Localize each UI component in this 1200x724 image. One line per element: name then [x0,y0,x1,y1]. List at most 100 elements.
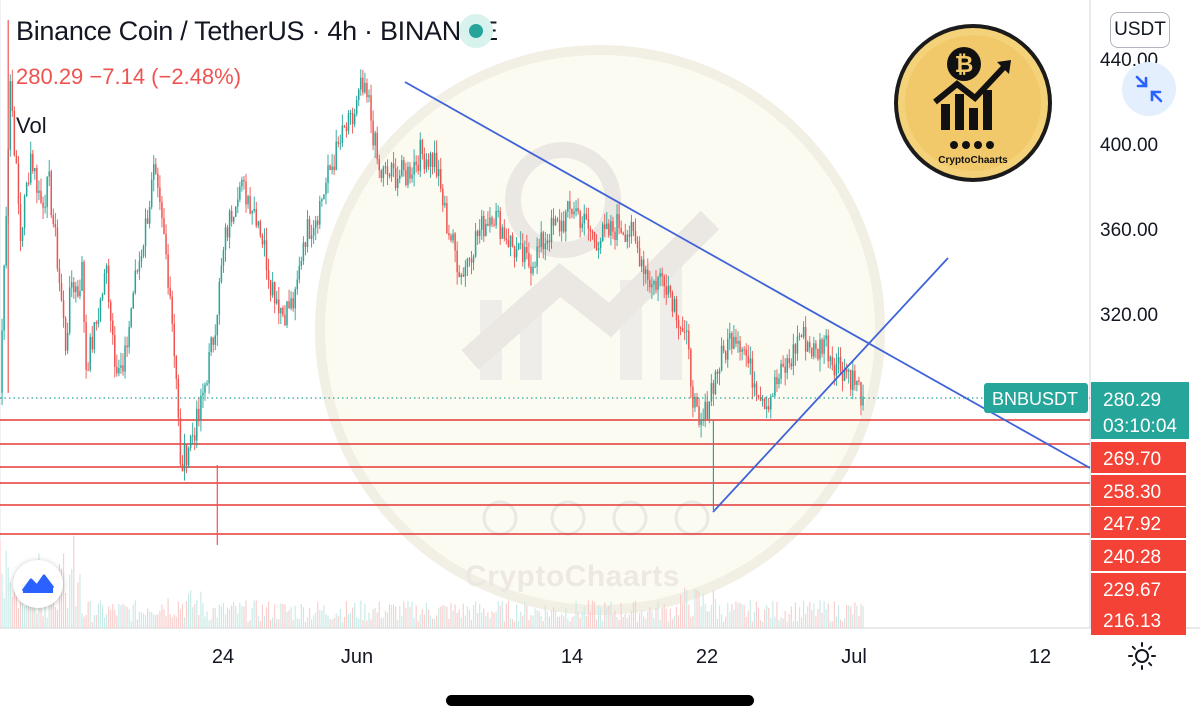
candle-body [530,266,532,274]
candle-body [462,274,465,277]
collapse-button[interactable] [1122,62,1176,116]
candle-body [577,208,579,212]
status-dot-icon [459,14,493,48]
candle-body [806,342,809,352]
candle-body [548,240,551,243]
bitcoin-chart-logo-icon: ₿ CryptoChaarts [894,24,1052,182]
candle-body [450,235,452,241]
currency-button[interactable]: USDT [1110,12,1170,48]
candle-body [317,220,319,225]
candle-body [239,186,241,200]
candle-body [675,298,678,321]
candle-body [288,301,290,309]
candle-body [259,221,262,236]
time-tick-label: Jul [841,646,867,668]
volume-bar [157,614,159,628]
volume-bar [280,603,282,628]
level-price-label: 216.13 [1103,611,1161,632]
volume-bar [837,605,840,628]
volume-bar [620,602,622,628]
volume-bar [425,603,427,628]
candle-body [606,223,608,229]
volume-bar [821,612,823,628]
time-axis[interactable]: 24 Jun 14 22 Jul 12 [212,646,1051,668]
volume-bars [0,535,864,628]
volume-bar [259,620,261,628]
candle-body [380,170,383,178]
candle-body [720,345,723,371]
volume-bar [790,606,792,628]
volume-bar [456,612,458,628]
volume-bar [677,615,680,628]
volume-bar [167,598,169,628]
price-axis[interactable]: 400.00360.00320.00440.00269.70258.30247.… [984,50,1189,635]
volume-bar [796,620,799,628]
volume-bar [438,607,440,628]
settings-sun-icon[interactable] [1128,642,1156,670]
candle-body [308,219,311,239]
volume-bar [229,609,231,628]
volume-bar [179,609,181,628]
candle-body [40,190,42,203]
symbol-name[interactable]: Binance Coin / TetherUS [16,16,305,46]
volume-bar [497,601,499,628]
candle-body [532,266,534,274]
volume-bar [374,607,376,628]
tradingview-logo[interactable] [13,560,63,608]
candle-body [355,99,358,114]
volume-bar [140,612,143,628]
candle-body [612,221,614,232]
candle-body [157,173,159,188]
symbol-title[interactable]: Binance Coin / TetherUS · 4h · BINANCE [16,16,498,47]
volume-bar [520,611,522,628]
interval-label[interactable]: 4h [327,16,357,46]
volume-bar [448,619,450,628]
volume-bar [24,606,26,628]
candle-body [263,240,266,245]
candle-body [614,231,616,240]
candle-body [642,259,645,274]
volume-bar [202,603,204,628]
volume-bar [108,606,110,628]
volume-bar [372,609,374,628]
volume-bar [499,605,501,628]
candle-body [374,132,376,146]
volume-bar [813,603,815,628]
volume-bar [345,601,348,628]
candle-body [478,229,481,237]
candle-body [671,292,674,312]
candle-body [679,327,682,329]
volume-bar [557,616,559,628]
candle-body [491,217,493,225]
candle-body [788,358,790,364]
candle-body [302,242,305,262]
volume-bar [255,600,257,628]
volume-bar [495,611,497,628]
candle-body [556,219,559,221]
volume-bar [106,614,108,628]
volume-bar [846,605,848,628]
candle-body [228,210,231,238]
volume-bar [548,616,550,628]
volume-bar [657,601,659,628]
volume-indicator-label[interactable]: Vol [16,113,47,138]
candle-body [776,377,778,384]
volume-bar [782,618,784,628]
candle-body [245,181,247,205]
volume-bar [755,601,758,628]
candle-body [661,273,663,277]
volume-bar [583,606,585,628]
trend-lines[interactable] [404,81,1091,513]
candle-body [42,202,44,208]
volume-bar [7,567,9,628]
candle-body [763,398,766,410]
tradingview-logo-icon [21,574,55,593]
home-indicator[interactable] [446,695,754,706]
candle-body [241,179,243,187]
volume-bar [278,619,280,628]
candle-body [784,366,786,373]
candle-body [423,154,426,170]
volume-bar [431,618,434,628]
candle-body [116,366,118,374]
